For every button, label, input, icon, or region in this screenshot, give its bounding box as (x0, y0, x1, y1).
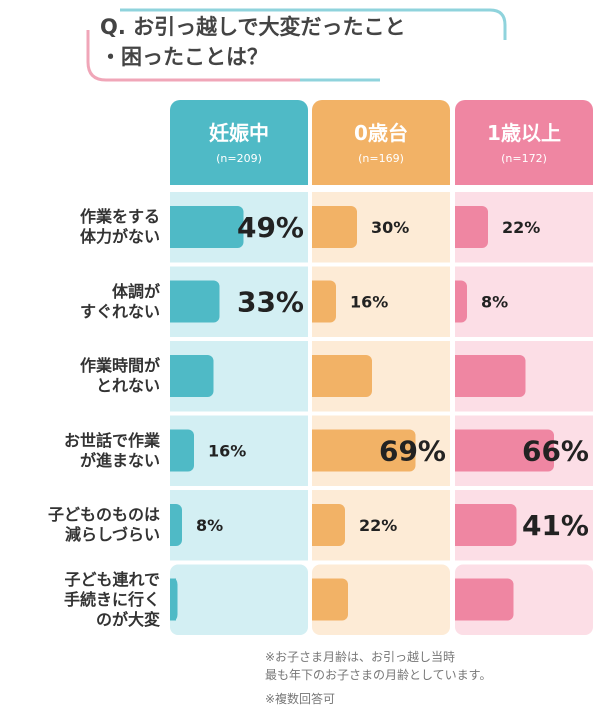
category-label: お世話で作業 が進まない (63, 430, 160, 470)
bar-edge (170, 355, 176, 397)
value-label: 16% (208, 442, 246, 461)
value-label: 8% (196, 516, 223, 535)
bar-edge (170, 578, 176, 621)
category-label: 作業をする 体力がない (79, 207, 160, 247)
n-label: (n=172) (501, 152, 547, 165)
bar-edge (312, 355, 318, 397)
category-label: 子どものものは 減らしづらい (47, 505, 160, 545)
bar-edge (455, 206, 461, 248)
bar-edge (170, 504, 176, 546)
bar-edge (170, 206, 176, 248)
category-label: 体調が すぐれない (79, 281, 160, 321)
bar-edge (455, 429, 461, 472)
legend-label: 0歳台 (354, 121, 408, 145)
legend-label: 1歳以上 (487, 121, 561, 145)
value-label: 33% (237, 286, 304, 319)
value-label: 66% (522, 435, 589, 468)
chart-title: Q. お引っ越しで大変だったこと ・困ったことは？ (100, 15, 406, 69)
bar (170, 355, 214, 397)
bar (170, 206, 244, 248)
bar (312, 504, 345, 546)
value-label: 30% (371, 218, 409, 237)
category-label: 子ども連れで 手続きに行く のが大変 (63, 569, 160, 629)
category-label: 作業時間が とれない (79, 356, 160, 396)
bar-edge (312, 578, 318, 621)
bar-edge (455, 504, 461, 546)
column-header (312, 100, 450, 185)
column-header (170, 170, 308, 185)
bar (455, 429, 554, 472)
n-label: (n=169) (358, 152, 404, 165)
column-header (312, 170, 450, 185)
bar-edge (312, 280, 318, 323)
bar (312, 355, 372, 397)
column-header (455, 170, 593, 185)
value-label: 22% (359, 516, 397, 535)
value-label: 22% (502, 218, 540, 237)
bar (455, 578, 514, 621)
footnote: ※複数回答可 (265, 692, 336, 706)
title-frame (86, 30, 300, 82)
bar-edge (455, 280, 461, 323)
bar (455, 206, 488, 248)
bar (312, 429, 416, 472)
bar (455, 355, 526, 397)
bar (312, 578, 348, 621)
legend-label: 妊娠中 (209, 121, 269, 145)
bar-edge (170, 429, 176, 472)
column-header (170, 100, 308, 185)
bar (312, 206, 357, 248)
bar-edge (312, 429, 318, 472)
title-frame (120, 8, 507, 40)
row-background (170, 490, 308, 561)
row-background (455, 266, 593, 337)
bar (455, 504, 517, 546)
footnote: ※お子さま月齢は、お引っ越し当時 最も年下のお子さまの月齢としています。 (265, 650, 492, 682)
column-header (455, 100, 593, 185)
row-background (170, 564, 308, 635)
n-label: (n=209) (216, 152, 262, 165)
bar-edge (312, 504, 318, 546)
bar-edge (312, 206, 318, 248)
bar-edge (455, 578, 461, 621)
value-label: 41% (522, 509, 589, 542)
bar (170, 280, 220, 323)
bar-edge (455, 355, 461, 397)
value-label: 69% (379, 435, 446, 468)
value-label: 16% (350, 293, 388, 312)
value-label: 49% (237, 211, 304, 244)
bar-edge (170, 280, 176, 323)
value-label: 8% (481, 293, 508, 312)
